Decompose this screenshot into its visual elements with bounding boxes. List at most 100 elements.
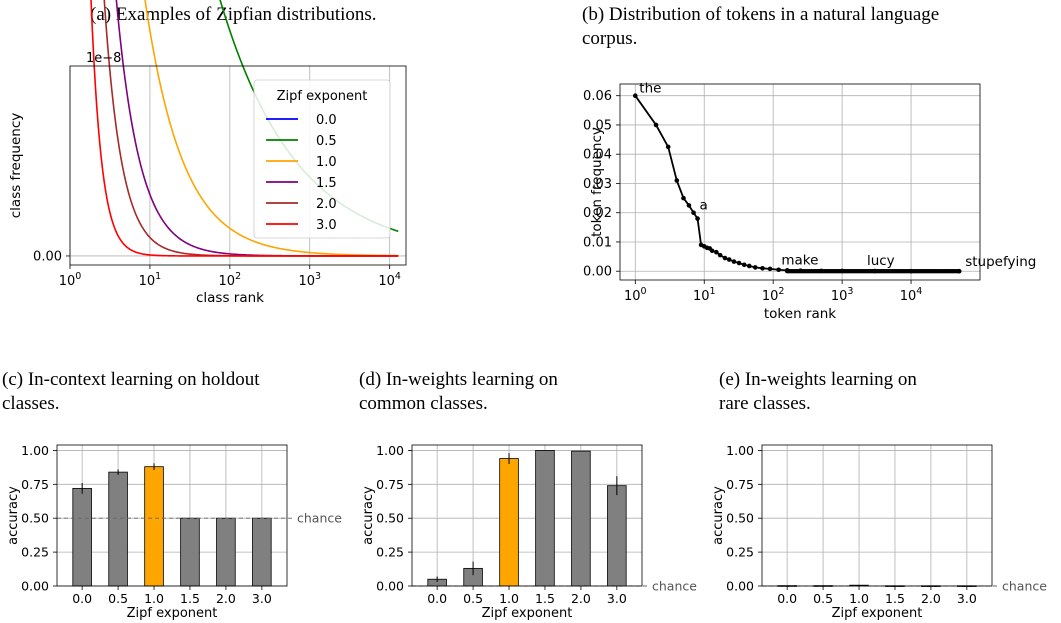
x-tick-label: 103	[831, 286, 854, 304]
token-point	[767, 266, 773, 272]
annotation-stupefying: stupefying	[965, 254, 1036, 270]
chart-b-panel: 0.00 0.01 0.02 0.03 0.04 0.05 0.06 100 101 102 103…	[570, 72, 1050, 332]
token-point	[714, 249, 719, 255]
bar-1.5	[535, 450, 555, 587]
bar-1.0	[499, 458, 519, 587]
y-tick-label: 1.00	[376, 443, 404, 458]
annotation-make: make	[781, 252, 818, 268]
token-point	[695, 216, 700, 221]
y-tick-label: 0.00	[376, 579, 404, 594]
chart-d: 0.00 0.25 0.50 0.75 1.00 chance 0.0 0.5 1.0 1.5 2.…	[361, 443, 697, 621]
bar-3.0	[607, 485, 627, 587]
x-tick-label: 0.0	[777, 591, 797, 606]
token-point	[752, 265, 758, 270]
y-tick-label: 0.50	[21, 511, 49, 526]
chart-e-panel: 0.00 0.25 0.50 0.75 1.00 chance 0.0 0.5 1.0 1.5 2.…	[705, 430, 1060, 621]
y-tick-label: 0.05	[583, 118, 612, 133]
x-tick-label: 102	[219, 271, 242, 289]
x-tick-label: 3.0	[252, 591, 272, 606]
plot-frame	[69, 65, 407, 266]
x-tick-label: 1.0	[849, 591, 869, 606]
plot-frame	[761, 444, 993, 587]
x-axis-label: token rank	[764, 306, 836, 322]
x-tick-label: 1.0	[499, 591, 519, 606]
y-tick-label: 0.00	[583, 265, 612, 280]
x-tick-label: 101	[139, 271, 162, 289]
x-tick-label: 0.0	[427, 591, 447, 606]
x-tick-label: 2.0	[921, 591, 941, 606]
y-tick-label: 0.06	[583, 89, 612, 104]
y-tick-label: 0.25	[21, 545, 49, 560]
x-tick-label: 0.5	[108, 591, 128, 606]
y-tick-label: 1.00	[21, 443, 49, 458]
x-tick-label: 2.0	[216, 591, 236, 606]
legend-label: 3.0	[316, 218, 337, 233]
chart-b: 0.00 0.01 0.02 0.03 0.04 0.05 0.06 100 101 102 103…	[583, 81, 1036, 322]
annotation-the: the	[639, 81, 661, 97]
x-tick-label: 104	[900, 286, 923, 304]
token-point	[709, 248, 715, 254]
y-tick-label: 0.75	[726, 477, 754, 492]
token-point	[731, 259, 737, 264]
y-tick-label: 0.01	[583, 235, 612, 250]
chart-d-panel: 0.00 0.25 0.50 0.75 1.00 chance 0.0 0.5 1.0 1.5 2.…	[355, 430, 710, 621]
plot-frame	[411, 444, 643, 587]
plot-frame	[56, 444, 288, 587]
annotation-a: a	[700, 198, 708, 214]
chance-label: chance	[652, 579, 697, 594]
token-point	[717, 252, 723, 258]
y-tick-label: 0.25	[726, 545, 754, 560]
series-line-3.0	[90, 0, 399, 257]
y-tick-label: 0.50	[726, 511, 754, 526]
legend-title: Zipf exponent	[277, 89, 368, 104]
y-tick-label: 0.02	[583, 206, 612, 221]
legend-label: 1.0	[316, 155, 337, 170]
x-axis-label: Zipf exponent	[832, 606, 923, 621]
caption-e-line2: rare classes.	[719, 393, 811, 414]
caption-b-line1: (b) Distribution of tokens in a natural …	[582, 4, 940, 25]
y-axis-label: accuracy	[711, 486, 726, 545]
token-point	[726, 257, 732, 262]
y-axis-label: class frequency	[8, 113, 24, 219]
y-tick-label: 0.03	[583, 177, 612, 192]
y-tick-label: 0.04	[583, 148, 612, 163]
y-axis-label: accuracy	[361, 486, 376, 545]
bar-1.0	[144, 466, 164, 587]
x-tick-label: 101	[693, 286, 716, 304]
legend-label: 0.0	[316, 113, 337, 128]
chart-c: 0.00 0.25 0.50 0.75 1.00 chance 0.0 0.5 1.0 1.5 2.…	[6, 443, 342, 621]
token-point	[681, 195, 686, 201]
token-point	[632, 93, 638, 99]
x-tick-label: 100	[59, 271, 82, 289]
token-point	[736, 260, 742, 266]
caption-a: (a) Examples of Zipfian distributions.	[90, 4, 377, 25]
y-tick-label: 0.00	[33, 249, 62, 264]
y-tick-label: 1.00	[726, 443, 754, 458]
x-tick-label: 102	[762, 286, 785, 304]
token-point	[776, 267, 781, 273]
token-point	[956, 269, 962, 274]
y-tick-label: 0.75	[376, 477, 404, 492]
annotation-lucy: lucy	[867, 253, 895, 269]
chart-e: 0.00 0.25 0.50 0.75 1.00 chance 0.0 0.5 1.0 1.5 2.…	[711, 443, 1047, 621]
y-tick-label: 0.00	[21, 579, 49, 594]
legend-label: 0.5	[316, 134, 337, 149]
legend-label: 2.0	[316, 197, 337, 212]
token-point	[746, 263, 752, 269]
x-tick-label: 1.5	[535, 591, 555, 606]
caption-c-line1: (c) In-context learning on holdout	[2, 369, 260, 390]
x-tick-label: 103	[298, 271, 321, 289]
x-tick-label: 3.0	[607, 591, 627, 606]
x-tick-label: 0.5	[463, 591, 483, 606]
y-axis-label: accuracy	[6, 486, 21, 545]
caption-d-line1: (d) In-weights learning on	[359, 369, 558, 390]
y-tick-label: 0.25	[376, 545, 404, 560]
x-tick-label: 0.0	[72, 591, 92, 606]
y-tick-label: 0.50	[376, 511, 404, 526]
token-point	[674, 178, 680, 183]
plot-frame	[619, 83, 981, 281]
y-tick-label: 0.00	[726, 579, 754, 594]
caption-b-line2: corpus.	[582, 28, 638, 49]
token-point	[691, 210, 696, 216]
chart-a: 0.000.250.500.751.001.251001011021031041…	[8, 0, 407, 306]
